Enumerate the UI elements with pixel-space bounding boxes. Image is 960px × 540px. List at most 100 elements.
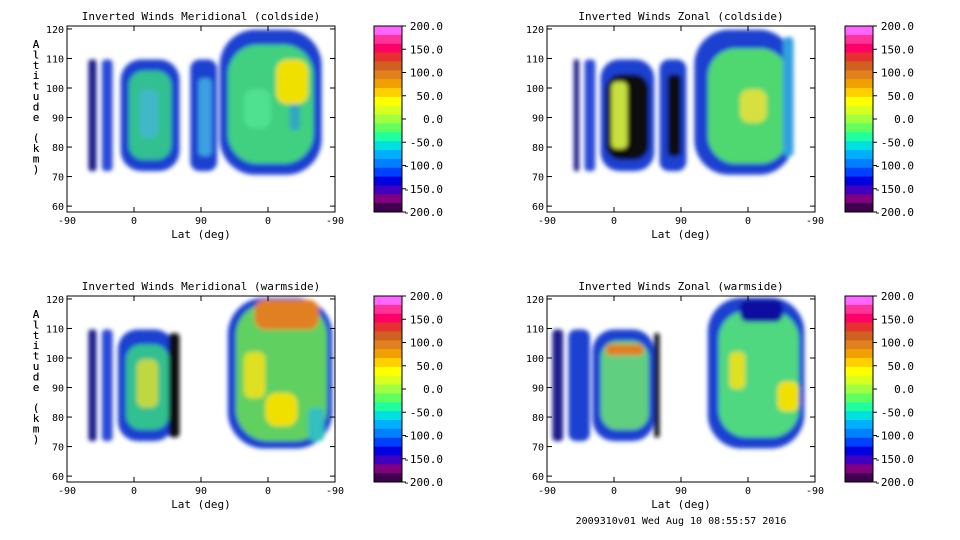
colorbar-segment <box>374 194 402 204</box>
colorbar-segment <box>374 331 402 341</box>
colorbar-segment <box>374 446 402 456</box>
chart-panel-3: Inverted Winds Meridional (warmside) -90 0… <box>33 280 443 511</box>
colorbar-segment <box>374 313 402 323</box>
colorbar-segment <box>374 105 402 115</box>
colorbar-segment <box>374 158 402 169</box>
colorbar-segment <box>374 176 402 186</box>
contour-region <box>243 351 266 399</box>
y-tick-label: 120 <box>526 25 544 36</box>
colorbar-segment <box>374 366 402 377</box>
colorbar-label: 0.0 <box>894 113 914 126</box>
x-tick-label: 0 <box>745 486 751 497</box>
contour-region <box>600 340 649 430</box>
colorbar-label: -100.0 <box>403 160 443 173</box>
colorbar-segment <box>845 420 873 430</box>
colorbar-segment <box>845 123 873 133</box>
colorbar-segment <box>374 150 402 160</box>
y-tick-label: 70 <box>52 443 64 454</box>
colorbar-segment <box>374 96 402 107</box>
colorbar-label: -200.0 <box>403 476 443 489</box>
colorbar-segment <box>845 304 873 315</box>
colorbar-segment <box>845 402 873 412</box>
colorbar-segment <box>845 194 873 204</box>
colorbar-segment <box>374 123 402 133</box>
contour-region <box>654 333 660 438</box>
colorbar-label: 200.0 <box>881 20 914 33</box>
colorbar-segment <box>374 132 402 142</box>
x-tick-label: 90 <box>675 486 687 497</box>
y-tick-label: 100 <box>46 354 64 365</box>
y-tick-label: 110 <box>526 324 544 335</box>
colorbar-segment <box>845 340 873 350</box>
contour-region <box>139 89 159 138</box>
colorbar-segment <box>845 105 873 115</box>
colorbar-label: -50.0 <box>410 406 443 419</box>
colorbar-segment <box>374 52 402 62</box>
colorbar-segment <box>374 79 402 89</box>
colorbar-label: -50.0 <box>881 136 914 149</box>
colorbar-segment <box>845 176 873 186</box>
colorbar-segment <box>845 52 873 62</box>
contour-region <box>584 59 596 172</box>
contour-region <box>168 333 180 438</box>
y-tick-label: 60 <box>52 472 64 483</box>
colorbar-segment <box>374 393 402 403</box>
colorbar-segment <box>845 79 873 89</box>
colorbar-segment <box>374 340 402 350</box>
x-tick-label: 0 <box>265 486 271 497</box>
colorbar-label: -100.0 <box>874 160 914 173</box>
colorbar-segment <box>374 411 402 421</box>
colorbar-label: -200.0 <box>403 206 443 219</box>
colorbar-label: 50.0 <box>888 360 915 373</box>
colorbar-segment <box>374 420 402 430</box>
colorbar-segment <box>374 185 402 195</box>
colorbar-label: -50.0 <box>881 406 914 419</box>
colorbar-label: 200.0 <box>881 290 914 303</box>
colorbar-segment <box>845 158 873 169</box>
x-tick-label: -90 <box>538 486 556 497</box>
y-tick-label: 90 <box>52 384 64 395</box>
x-tick-label: 0 <box>611 486 617 497</box>
colorbar-segment <box>845 446 873 456</box>
colorbar-label: 150.0 <box>410 313 443 326</box>
colorbar-segment <box>374 455 402 465</box>
contour-region <box>777 381 799 412</box>
colorbar-segment <box>374 322 402 332</box>
colorbar-segment <box>374 384 402 394</box>
colorbar-segment <box>845 366 873 377</box>
colorbar-segment <box>374 34 402 45</box>
colorbar-label: 100.0 <box>410 337 443 350</box>
contour-region <box>136 359 159 408</box>
colorbar-segment <box>845 313 873 323</box>
contour-field <box>88 297 333 449</box>
y-tick-label: 110 <box>46 54 64 65</box>
x-tick-label: 0 <box>611 216 617 227</box>
colorbar-label: -100.0 <box>874 430 914 443</box>
y-tick-label: 110 <box>526 54 544 65</box>
colorbar-segment <box>845 88 873 98</box>
colorbar-label: 100.0 <box>881 67 914 80</box>
contour-region <box>198 78 212 157</box>
colorbar-label: -150.0 <box>403 183 443 196</box>
y-tick-label: 120 <box>46 295 64 306</box>
colorbar-label: -100.0 <box>403 430 443 443</box>
contour-region <box>243 89 271 129</box>
y-tick-label: 90 <box>52 114 64 125</box>
contour-field <box>573 29 794 175</box>
x-tick-label: -90 <box>806 486 824 497</box>
colorbar-segment <box>845 384 873 394</box>
x-tick-label: -90 <box>58 216 76 227</box>
colorbar-segment <box>374 141 402 151</box>
x-tick-label: 90 <box>195 486 207 497</box>
colorbar-label: 100.0 <box>410 67 443 80</box>
colorbar-segment <box>845 185 873 195</box>
contour-region <box>101 59 113 172</box>
x-tick-label: 90 <box>675 216 687 227</box>
colorbar-label: 0.0 <box>423 113 443 126</box>
colorbar-label: 100.0 <box>881 337 914 350</box>
contour-region <box>276 59 309 105</box>
colorbar-label: 0.0 <box>894 383 914 396</box>
